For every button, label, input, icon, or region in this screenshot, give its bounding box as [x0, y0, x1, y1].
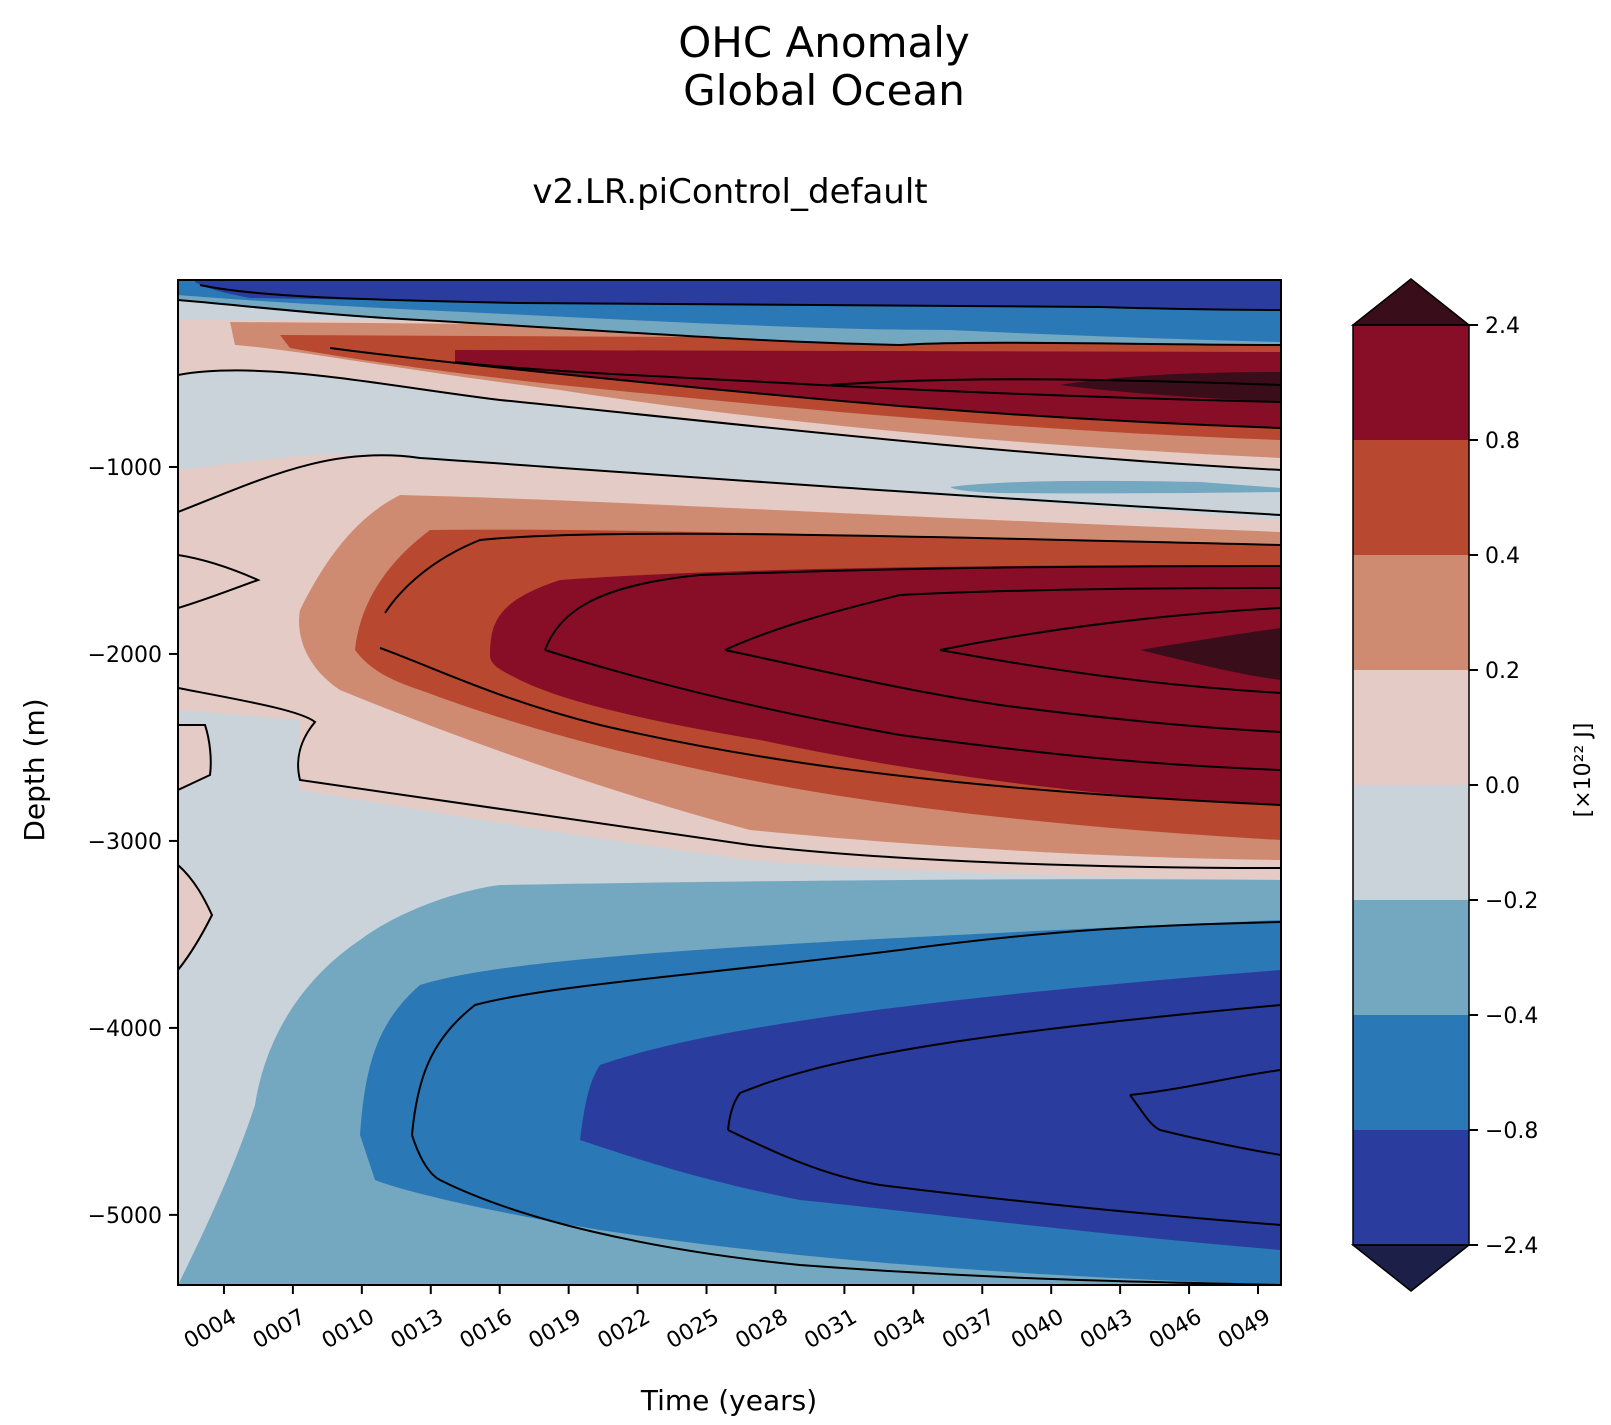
contour-line: [379, 647, 1281, 806]
colorbar-bin: [1353, 555, 1469, 670]
colorbar-bin: [1353, 785, 1469, 900]
x-tick-label: 0028: [731, 1305, 792, 1355]
x-tick-label: 0004: [180, 1305, 241, 1355]
colorbar: −2.4 −0.8 −0.4 −0.2 0.0 0.2 0.4 0.8 2.4: [1350, 278, 1538, 1292]
colorbar-bin: [1353, 325, 1469, 440]
chart-subtitle: Global Ocean: [683, 66, 965, 115]
contour-line: [439, 1179, 1281, 1285]
contour-line: [178, 454, 1281, 516]
contour-line: [724, 649, 1281, 733]
contour-line: [411, 921, 1281, 1136]
contour-field: [178, 280, 1281, 1285]
x-tick-label: 0025: [663, 1305, 724, 1355]
contour-line: [178, 687, 1281, 869]
y-tick-label: −1000: [88, 456, 162, 481]
contour-line: [411, 1134, 441, 1181]
contour-line: [384, 532, 1281, 614]
x-tick-label: 0010: [318, 1305, 379, 1355]
y-axis-label: Depth (m): [18, 698, 51, 841]
contour-line: [829, 378, 1281, 386]
colorbar-bin: [1353, 900, 1469, 1015]
contour-line: [1129, 1069, 1281, 1096]
x-tick-label: 0049: [1214, 1305, 1275, 1355]
x-tick-label: 0046: [1145, 1305, 1206, 1355]
colorbar-tick-label: 0.8: [1485, 429, 1520, 454]
contour-fill-surface-n0.8: [195, 280, 1281, 310]
colorbar-bin: [1353, 1130, 1469, 1245]
colorbar-tick-label: 2.4: [1485, 314, 1520, 339]
x-tick-label: 0043: [1076, 1305, 1137, 1355]
colorbar-tick-label: 0.0: [1485, 774, 1520, 799]
contour-line: [178, 299, 1281, 347]
x-tick-label: 0034: [869, 1305, 930, 1355]
contour-line: [939, 607, 1281, 651]
contour-line: [1129, 1094, 1281, 1156]
x-tick-label: 0031: [800, 1305, 861, 1355]
colorbar-tick-label: −0.2: [1485, 889, 1538, 914]
colorbar-extend-max: [1350, 278, 1472, 326]
y-tick-label: −2000: [88, 643, 162, 668]
contour-line: [544, 565, 1281, 651]
colorbar-bin: [1353, 440, 1469, 555]
contour-line: [939, 649, 1281, 694]
contour-fill-left-0.0: [178, 725, 211, 790]
colorbar-tick-label: 0.2: [1485, 659, 1520, 684]
x-tick-label: 0016: [456, 1305, 517, 1355]
contour-line: [178, 724, 212, 791]
x-axis-label: Time (years): [640, 1384, 817, 1417]
chart-title: OHC Anomaly: [678, 18, 970, 67]
contour-line: [724, 587, 1281, 651]
y-tick-label: −3000: [88, 830, 162, 855]
colorbar-tick-label: 0.4: [1485, 544, 1520, 569]
contour-line: [329, 347, 1281, 429]
contour-fill-patch-n0.2: [950, 480, 1281, 494]
contour-fill-deep-n0.8: [580, 970, 1281, 1250]
x-axis: 0004 0007 0010 0013 0016 0019 0022 0025 0028 0031…: [180, 1285, 1275, 1354]
colorbar-bin: [1353, 1015, 1469, 1130]
colorbar-extend-min: [1350, 1244, 1472, 1292]
contour-line: [454, 361, 1281, 403]
x-tick-label: 0037: [938, 1305, 999, 1355]
x-tick-label: 0022: [594, 1305, 655, 1355]
contour-line: [178, 369, 1281, 471]
contour-line: [178, 554, 261, 609]
y-tick-label: −5000: [88, 1204, 162, 1229]
contour-fill-left2-0.0: [178, 865, 212, 970]
contour-line: [199, 284, 1281, 311]
contour-line: [727, 1129, 1281, 1226]
contour-line: [544, 649, 1281, 771]
colorbar-bin: [1353, 670, 1469, 785]
plot-frame: [177, 279, 1282, 1286]
y-tick-label: −4000: [88, 1017, 162, 1042]
run-label: v2.LR.piControl_default: [532, 172, 928, 212]
x-tick-label: 0007: [249, 1305, 310, 1355]
contour-lines: [178, 284, 1281, 1285]
contour-fill-mid-2.4: [1140, 628, 1281, 680]
contour-line: [727, 1004, 1281, 1131]
x-tick-label: 0013: [387, 1305, 448, 1355]
colorbar-tick-label: −0.8: [1485, 1119, 1538, 1144]
colorbar-label: [×10²² J]: [1571, 723, 1596, 818]
contour-fill-upper-0.8: [455, 350, 1281, 428]
y-axis: −1000 −2000 −3000 −4000 −5000: [88, 456, 178, 1229]
colorbar-tick-label: −2.4: [1485, 1234, 1538, 1259]
x-tick-label: 0040: [1007, 1305, 1068, 1355]
colorbar-tick-label: −0.4: [1485, 1004, 1538, 1029]
x-tick-label: 0019: [525, 1305, 586, 1355]
contour-line: [178, 864, 214, 971]
